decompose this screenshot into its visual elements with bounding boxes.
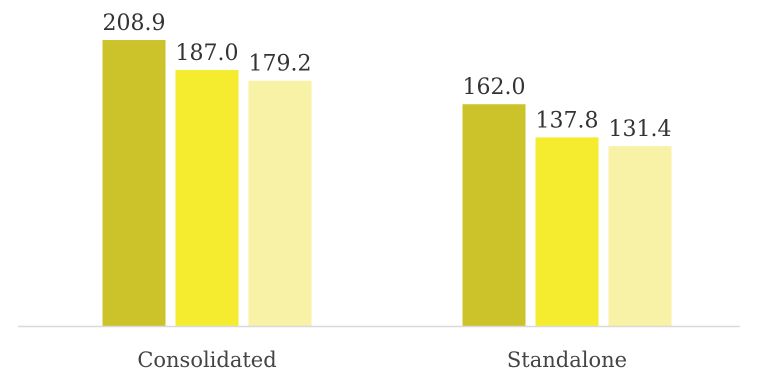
category-labels: Consolidated Standalone (137, 348, 627, 372)
data-label-consolidated-3: 179.2 (249, 52, 312, 77)
labels-layer: 208.9 187.0 179.2 162.0 137.8 131.4 (103, 11, 672, 142)
bar-standalone-3 (608, 146, 672, 326)
bar-standalone-1 (462, 104, 526, 327)
category-label-consolidated: Consolidated (137, 348, 276, 372)
bar-consolidated-3 (248, 80, 312, 326)
bar-consolidated-1 (102, 40, 166, 326)
bar-standalone-2 (535, 137, 599, 326)
data-label-standalone-3: 131.4 (609, 117, 672, 142)
data-label-consolidated-2: 187.0 (176, 41, 239, 66)
data-label-consolidated-1: 208.9 (103, 11, 166, 36)
data-label-standalone-2: 137.8 (536, 108, 599, 133)
category-label-standalone: Standalone (507, 348, 627, 372)
bar-consolidated-2 (175, 70, 239, 326)
data-label-standalone-1: 162.0 (463, 75, 526, 100)
bars-layer (102, 40, 672, 327)
